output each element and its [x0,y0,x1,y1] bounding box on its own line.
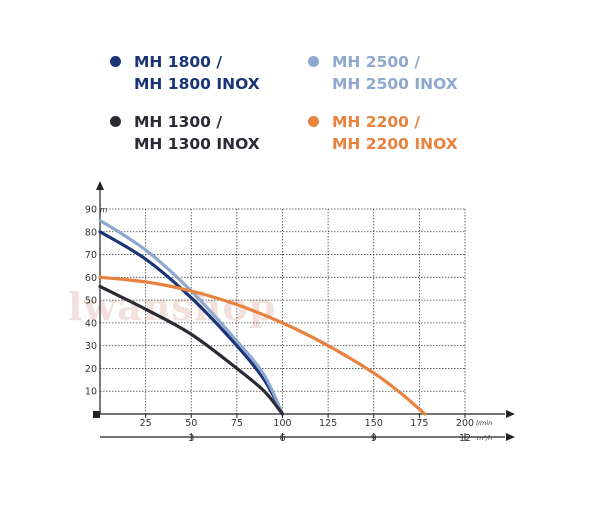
chart-grid [100,208,466,414]
series-line [98,218,285,416]
x2-tick-label: 9 [371,433,377,444]
y-tick-label: 80 [85,227,97,238]
legend-label-line2: MH 2500 INOX [332,75,458,93]
legend-label-line1: MH 1800 / [134,53,222,71]
x2-unit-label: m³/h [477,434,492,442]
series-line [98,275,427,416]
y-tick-label: 70 [85,250,97,261]
legend-label: MH 2500 / MH 2500 INOX [332,51,458,95]
x-tick-label: 175 [410,418,428,429]
legend-label-line2: MH 1800 INOX [134,75,260,93]
x-tick-label: 100 [273,418,291,429]
x-tick-label: 125 [319,418,337,429]
legend-dot-icon [110,116,121,127]
legend-label-line2: MH 2200 INOX [332,135,458,153]
y-tick-label: 60 [85,273,97,284]
legend-dot-icon [308,116,319,127]
x2-tick-label: 12 [459,433,471,444]
series-line [98,284,285,416]
x2-tick-label: 3 [188,433,194,444]
y-tick-label: 90 [85,205,97,216]
y-tick-label: 10 [85,387,97,398]
y-axis-arrow-icon [96,181,104,190]
legend-label-line1: MH 2200 / [332,113,420,131]
x2-axis-arrow-icon [506,433,515,441]
x2-tick-label: 6 [279,433,285,444]
chart-labels: 10 20 30 40 50 60 70 80 90 m 25 50 75 100 125 150 175 200… [85,205,492,445]
legend-dot-icon [308,56,319,67]
legend-label-line1: MH 2500 / [332,53,420,71]
x-tick-label: 50 [185,418,197,429]
y-unit-label: m [100,206,107,215]
legend-label-line2: MH 1300 INOX [134,135,260,153]
x-axis-arrow-icon [506,410,515,418]
chart-axes [93,181,515,441]
x-tick-label: 25 [140,418,152,429]
x-tick-label: 150 [365,418,383,429]
legend-label-line1: MH 1300 / [134,113,222,131]
y-tick-label: 50 [85,296,97,307]
chart-series [98,218,427,416]
y-tick-label: 40 [85,318,97,329]
legend-label: MH 1800 / MH 1800 INOX [134,51,260,95]
y-tick-label: 20 [85,364,97,375]
x-tick-label: 200 [456,418,474,429]
legend-label: MH 1300 / MH 1300 INOX [134,111,260,155]
legend-dot-icon [110,56,121,67]
x-unit-label: l/min [476,419,492,427]
series-line [98,230,285,416]
origin-square-icon [93,411,100,418]
legend-label: MH 2200 / MH 2200 INOX [332,111,458,155]
y-tick-label: 30 [85,341,97,352]
x-tick-label: 75 [231,418,243,429]
